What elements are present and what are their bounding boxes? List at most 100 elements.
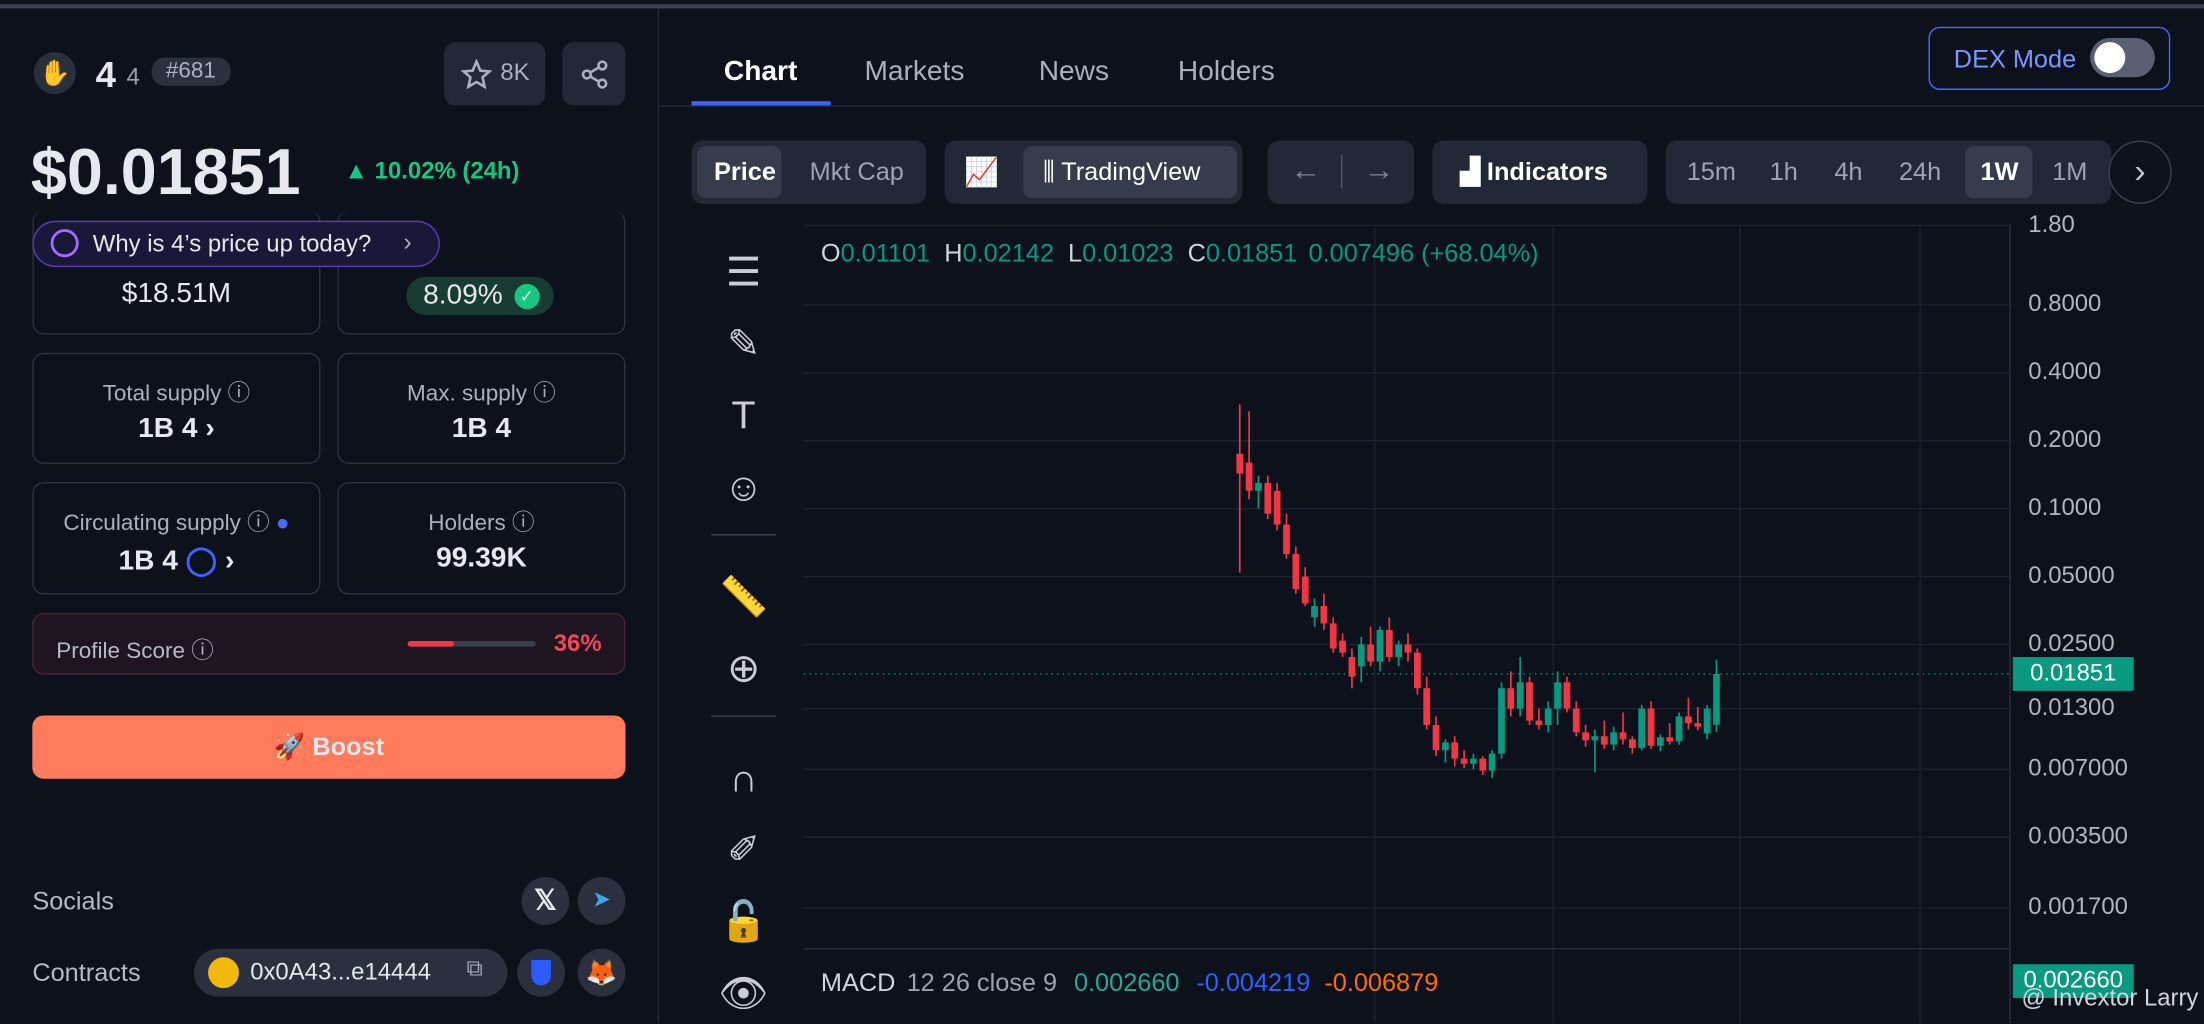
circulating-card: Circulating supply ⓘ ● 1B 4 ◯ ›: [32, 482, 321, 595]
y-tick-label: 0.8000: [2028, 290, 2101, 317]
bnb-icon: [208, 957, 239, 989]
macd-legend: MACD 12 26 close 9 0.002660 -0.004219 -0.006…: [821, 969, 1438, 997]
tab[interactable]: Chart: [723, 56, 798, 88]
line-icon[interactable]: 📈: [964, 157, 1000, 189]
star-icon: [461, 59, 492, 90]
redo[interactable]: →: [1363, 151, 1395, 187]
active-bg: [1023, 146, 1237, 199]
total-supply-label: Total supply ⓘ: [102, 382, 251, 407]
undo[interactable]: ←: [1290, 151, 1322, 187]
candle-body: [1460, 758, 1468, 764]
price-button[interactable]: Price: [714, 157, 776, 186]
candle-body: [1479, 758, 1487, 771]
tab[interactable]: News: [1038, 56, 1110, 88]
y-tick-label: 0.4000: [2028, 358, 2101, 385]
boost-button[interactable]: 🚀 Boost: [32, 715, 626, 779]
timeframe[interactable]: 15m: [1686, 157, 1736, 186]
tool[interactable]: ∩: [729, 756, 758, 800]
tool[interactable]: ✐: [727, 827, 761, 872]
watermark: @ Invextor Larry: [2022, 985, 2199, 1012]
tool[interactable]: ☺: [723, 465, 764, 509]
candle-body: [1610, 732, 1618, 745]
candle-body: [1385, 629, 1393, 658]
l-label: L: [1068, 239, 1082, 267]
label-text: Profile Score: [56, 639, 185, 664]
tool[interactable]: T: [731, 393, 756, 438]
tool[interactable]: ☰: [725, 250, 762, 294]
why-prompt-text: Why is 4’s price up today?: [92, 230, 372, 258]
token-name: 4: [126, 63, 140, 90]
y-tick-label: 0.1000: [2028, 494, 2101, 521]
profile-score-label: Profile Score ⓘ: [56, 639, 214, 664]
macd-label: MACD: [821, 969, 895, 997]
candle-body: [1713, 673, 1720, 725]
shield-link[interactable]: [517, 948, 566, 997]
timeframe[interactable]: 4h: [1834, 157, 1863, 186]
chart-style-group: 📈 ⫼ TradingView: [944, 140, 1243, 204]
timeframe[interactable]: 1W: [1980, 157, 2019, 186]
market-cap-card: $18.51M: [32, 210, 321, 335]
candle-body: [1600, 736, 1608, 745]
tab[interactable]: Holders: [1177, 56, 1275, 88]
candle-body: [1526, 682, 1533, 721]
candle-body: [1470, 758, 1477, 764]
scroll-right[interactable]: ›: [2108, 140, 2172, 204]
candle-body: [1348, 657, 1356, 677]
timeframe[interactable]: 1M: [2052, 157, 2088, 186]
share-button[interactable]: [562, 42, 626, 106]
contract-pill[interactable]: 0x0A43...e14444 ⧉: [193, 948, 508, 997]
label-text: Indicators: [1486, 157, 1608, 186]
ohlc-legend: O0.01101 H0.02142 L0.01023 C0.01851 0.007496…: [821, 239, 1539, 267]
indicators-text: ▟ Indicators: [1460, 157, 1608, 186]
contracts-label: Contracts: [32, 958, 141, 987]
candle-body: [1283, 524, 1290, 554]
price: $0.01851: [30, 134, 301, 209]
high: 0.02142: [962, 239, 1053, 267]
dex-mode-text: DEX Mode: [1953, 44, 2077, 74]
candle-body: [1236, 453, 1244, 474]
candle-body: [1628, 739, 1636, 748]
market-cap: $18.51M: [121, 278, 232, 310]
candle-body: [1404, 644, 1412, 653]
telegram-link[interactable]: ➤: [577, 877, 626, 925]
holders: 99.39K: [436, 542, 527, 574]
c-label: C: [1188, 239, 1206, 267]
y-tick-label: 0.05000: [2028, 562, 2114, 589]
tool[interactable]: 👁: [718, 971, 769, 1015]
value-text: 1B 4: [118, 545, 178, 577]
metamask-link[interactable]: 🦊: [577, 948, 626, 997]
tool[interactable]: ✎: [727, 321, 761, 366]
x-link[interactable]: 𝕏: [521, 877, 570, 925]
tab[interactable]: Markets: [864, 56, 965, 88]
why-prompt[interactable]: Why is 4’s price up today? ›: [32, 220, 440, 268]
score-track: [407, 640, 536, 647]
profile-score: Profile Score ⓘ 36%: [32, 612, 626, 675]
toggle[interactable]: [2090, 37, 2155, 78]
dex-mode[interactable]: DEX Mode: [1928, 26, 2171, 90]
candle-body: [1619, 732, 1627, 740]
label-text: Total supply: [102, 382, 222, 407]
mktcap-button[interactable]: Mkt Cap: [809, 157, 904, 186]
rank-badge: #681: [151, 57, 230, 86]
timeframe[interactable]: 24h: [1898, 157, 1942, 186]
sep: [711, 715, 776, 742]
candle-body: [1563, 682, 1571, 709]
tool[interactable]: ⊕: [727, 646, 761, 691]
candle-body: [1292, 553, 1300, 590]
last-price-box: [2012, 657, 2134, 691]
copy-icon[interactable]: ⧉: [466, 957, 483, 982]
favorite-button[interactable]: 8K: [444, 42, 546, 106]
tool[interactable]: 📏: [719, 574, 769, 619]
timeframe[interactable]: 1h: [1769, 157, 1798, 186]
tool[interactable]: 🔓: [719, 899, 769, 944]
check-icon: ✓: [514, 283, 540, 310]
undo-redo: ← →: [1267, 140, 1415, 204]
socials-label: Socials: [32, 886, 114, 916]
candle-body: [1311, 606, 1318, 618]
signal-value: -0.004219: [1196, 969, 1310, 997]
indicators-button[interactable]: ▟ Indicators: [1432, 140, 1648, 204]
favorite-count: 8K: [500, 59, 530, 86]
circulating: 1B 4 ◯ ›: [118, 545, 235, 577]
tradingview-button[interactable]: ⫼ TradingView: [1042, 157, 1201, 186]
o-label: O: [821, 239, 841, 267]
